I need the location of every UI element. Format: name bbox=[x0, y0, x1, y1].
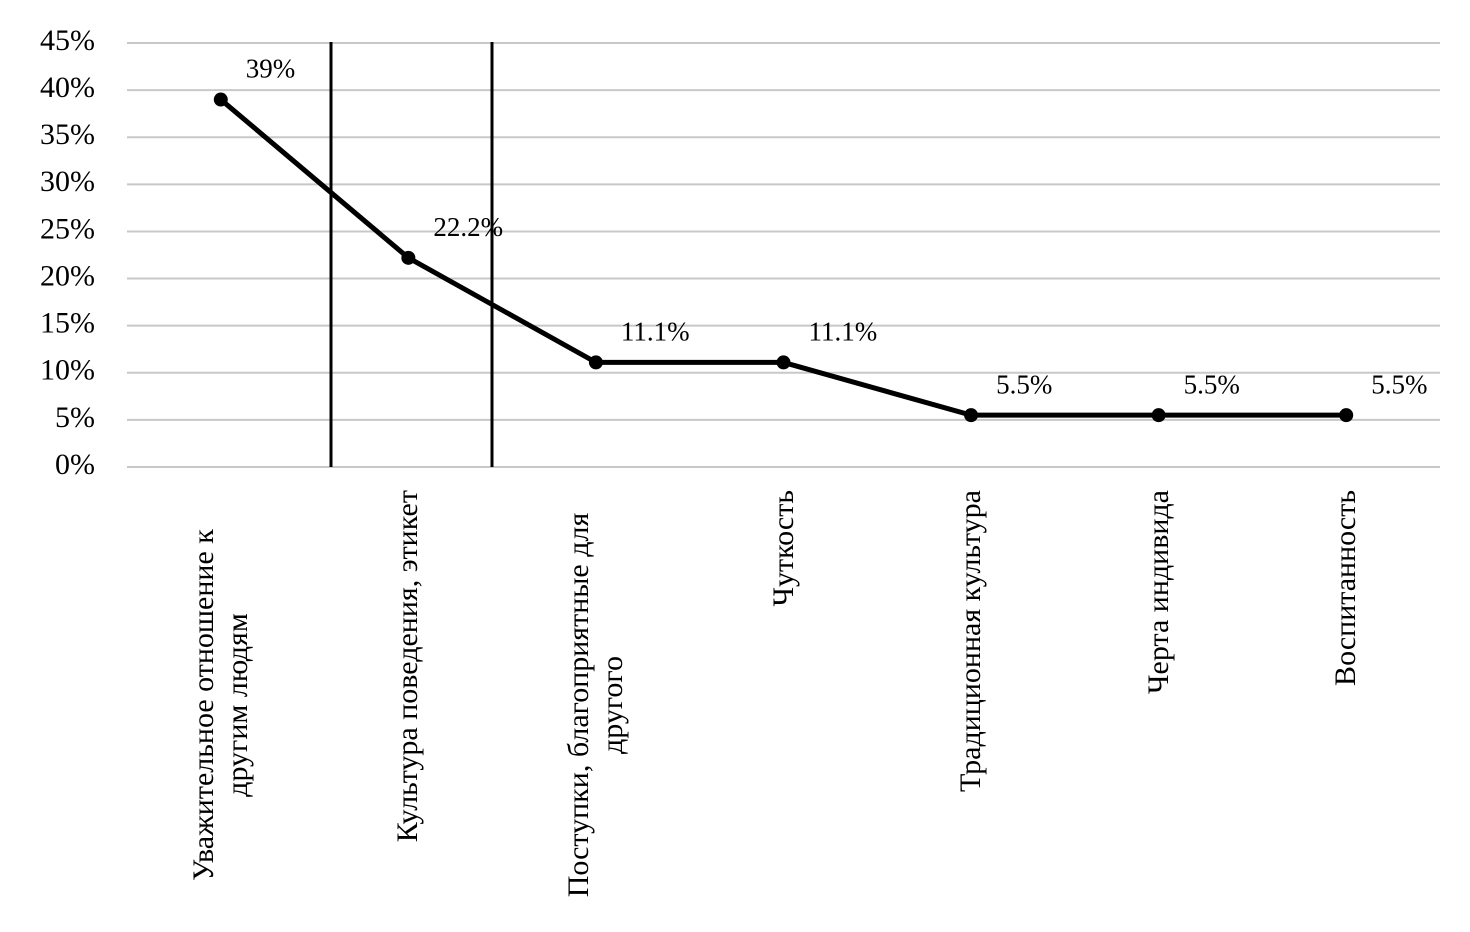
data-point bbox=[776, 355, 791, 370]
x-tick-label: Традиционная культура bbox=[954, 490, 988, 793]
x-tick-label: Воспитанность bbox=[1329, 490, 1363, 686]
data-point bbox=[213, 92, 228, 107]
y-tick-label: 30% bbox=[40, 165, 95, 198]
y-tick-label: 15% bbox=[40, 307, 95, 340]
data-label: 5.5% bbox=[1371, 369, 1427, 399]
y-tick-label: 5% bbox=[55, 401, 95, 434]
data-label: 11.1% bbox=[809, 317, 878, 347]
x-tick-label: Черта индивида bbox=[1141, 490, 1175, 694]
data-point bbox=[1339, 408, 1354, 423]
data-label: 39% bbox=[246, 54, 295, 84]
y-tick-label: 45% bbox=[40, 24, 95, 57]
data-label: 22.2% bbox=[433, 212, 503, 242]
y-tick-label: 20% bbox=[40, 259, 95, 292]
data-label: 5.5% bbox=[996, 369, 1052, 399]
y-tick-label: 25% bbox=[40, 212, 95, 245]
y-tick-label: 40% bbox=[40, 71, 95, 104]
x-tick-label: Культура поведения, этикет bbox=[391, 490, 425, 843]
x-tick-label: Чуткость bbox=[766, 490, 800, 607]
data-point bbox=[401, 250, 416, 265]
data-label: 5.5% bbox=[1184, 369, 1240, 399]
y-tick-label: 0% bbox=[55, 448, 95, 481]
data-label: 11.1% bbox=[621, 317, 690, 347]
data-point bbox=[588, 355, 603, 370]
x-tick-label: Уважительное отношение к другим людям bbox=[186, 529, 254, 881]
x-tick-label: Поступки, благоприятные для другого bbox=[561, 512, 629, 898]
data-point bbox=[964, 408, 979, 423]
data-point bbox=[1151, 408, 1166, 423]
y-tick-label: 35% bbox=[40, 118, 95, 151]
y-tick-label: 10% bbox=[40, 354, 95, 387]
